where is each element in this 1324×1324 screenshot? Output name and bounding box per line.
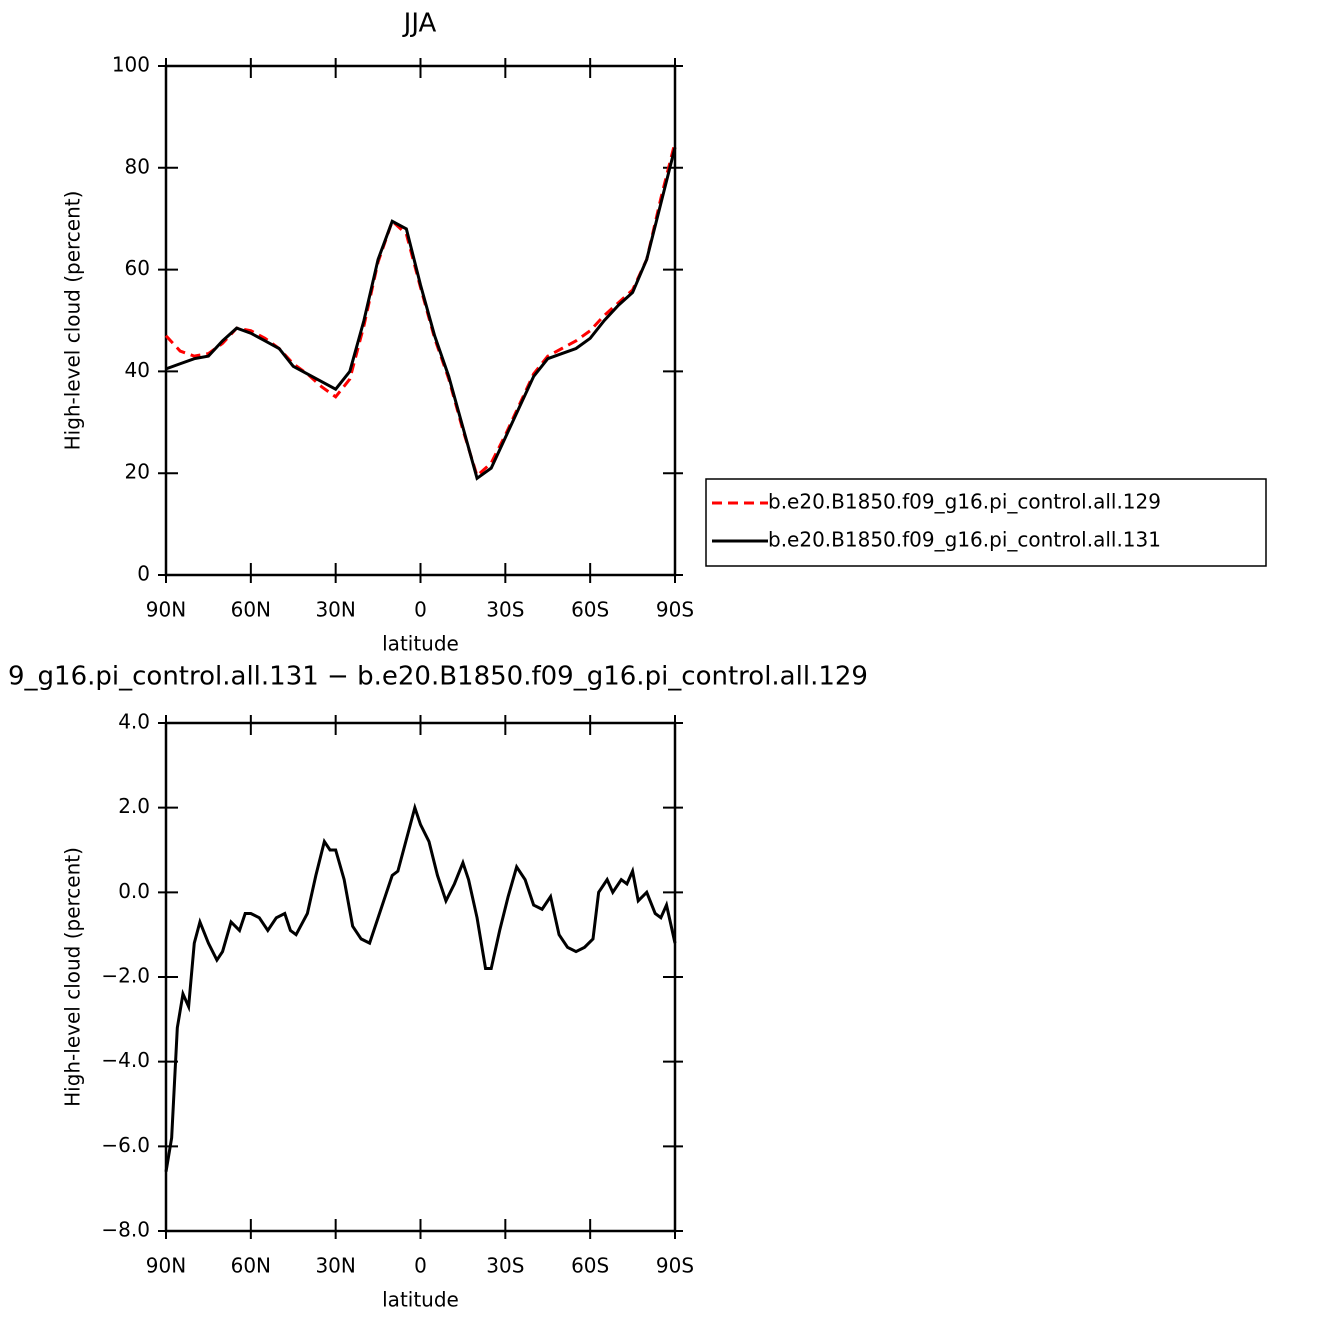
legend-label: b.e20.B1850.f09_g16.pi_control.all.131 xyxy=(768,528,1161,552)
chart-title: 9_g16.pi_control.all.131 − b.e20.B1850.f… xyxy=(8,662,868,692)
x-tick-label: 90S xyxy=(656,598,694,622)
legend-box xyxy=(705,478,1267,567)
x-tick-label: 90N xyxy=(146,1254,186,1278)
series-line xyxy=(165,147,677,481)
x-axis-label: latitude xyxy=(382,632,459,656)
x-tick-label: 60S xyxy=(571,598,609,622)
x-axis-label: latitude xyxy=(382,1288,459,1312)
x-tick-label: 60S xyxy=(571,1254,609,1278)
y-tick-label: 0 xyxy=(137,562,150,586)
chart-title: JJA xyxy=(402,9,437,39)
y-tick-label: −6.0 xyxy=(101,1133,150,1157)
x-tick-label: 90N xyxy=(146,598,186,622)
y-tick-label: 20 xyxy=(125,460,150,484)
legend-label: b.e20.B1850.f09_g16.pi_control.all.129 xyxy=(768,490,1161,514)
x-tick-label: 0 xyxy=(414,598,427,622)
plot-frame xyxy=(164,721,677,1233)
y-tick-label: 80 xyxy=(125,154,150,178)
y-tick-label: 0.0 xyxy=(118,879,150,903)
y-tick-label: 100 xyxy=(112,53,150,77)
y-tick-label: −8.0 xyxy=(101,1218,150,1242)
series-line xyxy=(164,141,677,479)
x-tick-label: 60N xyxy=(231,1254,271,1278)
x-tick-label: 30N xyxy=(315,1254,355,1278)
y-axis-label: High-level cloud (percent) xyxy=(61,847,85,1107)
x-tick-label: 90S xyxy=(656,1254,694,1278)
y-tick-label: −2.0 xyxy=(101,964,150,988)
x-tick-label: 30S xyxy=(486,598,524,622)
x-tick-label: 30S xyxy=(486,1254,524,1278)
y-axis-label: High-level cloud (percent) xyxy=(61,191,85,451)
y-tick-label: 2.0 xyxy=(118,794,150,818)
y-tick-label: 4.0 xyxy=(118,710,150,734)
y-tick-label: 40 xyxy=(125,358,150,382)
y-tick-label: 60 xyxy=(125,256,150,280)
x-tick-label: 0 xyxy=(414,1254,427,1278)
x-tick-label: 30N xyxy=(315,598,355,622)
x-tick-label: 60N xyxy=(231,598,271,622)
series-line xyxy=(164,802,677,1172)
y-tick-label: −4.0 xyxy=(101,1048,150,1072)
